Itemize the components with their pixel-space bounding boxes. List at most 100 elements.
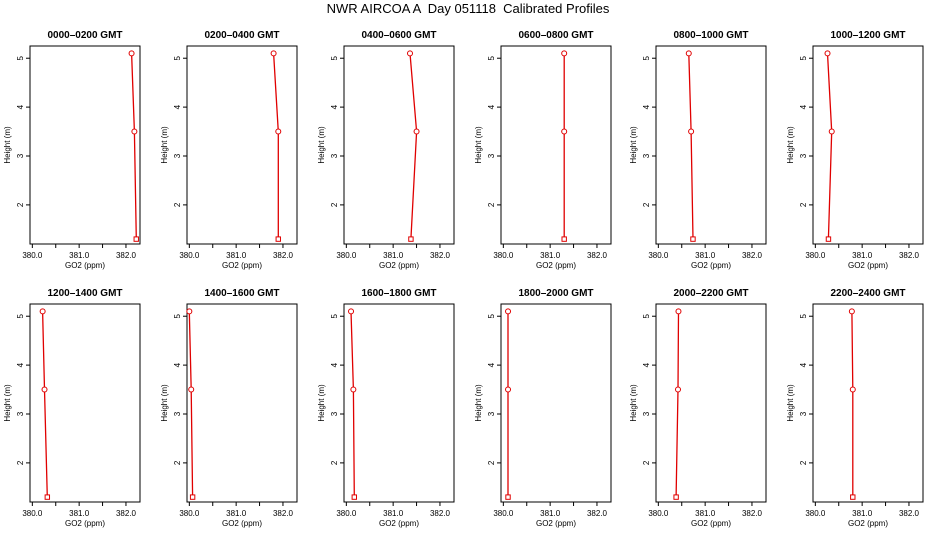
y-tick-label: 5 [173, 55, 182, 60]
data-point [133, 236, 139, 242]
x-tick-label: 381.0 [226, 509, 247, 518]
x-axis-label: GO2 (ppm) [222, 261, 262, 270]
series-line [675, 311, 680, 498]
plot-frame [655, 303, 767, 503]
data-point [685, 50, 692, 57]
y-tick-label: 3 [173, 411, 182, 416]
y-tick-label: 5 [642, 313, 651, 318]
x-tick-label: 380.0 [493, 509, 514, 518]
data-point [350, 386, 357, 393]
y-tick-label: 3 [330, 153, 339, 158]
y-tick-label: 4 [330, 104, 339, 109]
x-tick-label: 381.0 [69, 509, 90, 518]
chart-panel: 0000–0200 GMT 380.0 381.0 382.0 2 3 4 5 GO2 (ppm… [3, 30, 141, 270]
x-tick-label: 381.0 [69, 251, 90, 260]
y-tick-label: 5 [799, 313, 808, 318]
x-axis-label: GO2 (ppm) [65, 261, 105, 270]
x-tick-label: 381.0 [852, 251, 873, 260]
data-point [828, 128, 835, 135]
data-point [688, 128, 695, 135]
plot-frame [812, 303, 924, 503]
panel-title: 0200–0400 GMT [204, 30, 279, 41]
series-line [130, 53, 137, 240]
y-tick-label: 5 [330, 313, 339, 318]
data-point [561, 128, 568, 135]
chart-panel: 1400–1600 GMT 380.0 381.0 382.0 2 3 4 5 GO2 (ppm… [160, 288, 298, 528]
y-axis-label: Height (m) [786, 126, 795, 164]
x-tick-label: 380.0 [493, 251, 514, 260]
series-line [826, 53, 833, 240]
panel-title: 0600–0800 GMT [518, 30, 593, 41]
y-tick-label: 2 [173, 460, 182, 465]
y-axis-label: Height (m) [474, 126, 483, 164]
y-axis-label: Height (m) [629, 126, 638, 164]
data-point [275, 128, 282, 135]
panel-title: 1200–1400 GMT [47, 288, 122, 299]
y-tick-label: 5 [330, 55, 339, 60]
plot-frame [186, 303, 298, 503]
y-tick-label: 5 [16, 55, 25, 60]
x-axis-label: GO2 (ppm) [691, 519, 731, 528]
x-axis-label: GO2 (ppm) [536, 261, 576, 270]
data-point [848, 308, 855, 315]
panel-title: 1000–1200 GMT [830, 30, 905, 41]
chart-panel: 0200–0400 GMT 380.0 381.0 382.0 2 3 4 5 GO2 (ppm… [160, 30, 298, 270]
y-tick-label: 3 [16, 411, 25, 416]
series-line [350, 311, 355, 498]
chart-panel: 2200–2400 GMT 380.0 381.0 382.0 2 3 4 5 GO2 (ppm… [786, 288, 924, 528]
series-line [41, 311, 48, 498]
x-tick-label: 381.0 [383, 251, 404, 260]
chart-panel: 0400–0600 GMT 380.0 381.0 382.0 2 3 4 5 GO2 (ppm… [317, 30, 455, 270]
y-tick-label: 4 [330, 362, 339, 367]
x-tick-label: 381.0 [540, 251, 561, 260]
series-line [851, 311, 854, 498]
data-point [128, 50, 135, 57]
y-tick-label: 2 [487, 202, 496, 207]
data-point [825, 236, 832, 242]
series-line [188, 311, 194, 498]
y-tick-label: 4 [642, 104, 651, 109]
y-axis-label: Height (m) [629, 384, 638, 422]
y-tick-label: 4 [799, 104, 808, 109]
chart-panel: 0600–0800 GMT 380.0 381.0 382.0 2 3 4 5 GO2 (ppm… [474, 30, 612, 270]
y-tick-label: 4 [799, 362, 808, 367]
y-tick-label: 3 [799, 411, 808, 416]
y-tick-label: 4 [487, 362, 496, 367]
y-tick-label: 5 [173, 313, 182, 318]
data-point [505, 494, 511, 500]
x-tick-label: 380.0 [22, 509, 43, 518]
x-tick-label: 381.0 [540, 509, 561, 518]
plot-frame [500, 303, 612, 503]
plot-frame [343, 303, 455, 503]
data-point [850, 494, 856, 500]
y-axis-label: Height (m) [474, 384, 483, 422]
x-tick-label: 382.0 [116, 509, 137, 518]
x-tick-label: 380.0 [805, 251, 826, 260]
y-tick-label: 2 [16, 460, 25, 465]
x-tick-label: 382.0 [273, 509, 294, 518]
x-tick-label: 380.0 [648, 509, 669, 518]
series-line [688, 53, 694, 240]
data-point [275, 236, 281, 242]
panel-title: 2200–2400 GMT [830, 288, 905, 299]
y-tick-label: 2 [642, 460, 651, 465]
y-tick-label: 4 [16, 362, 25, 367]
y-tick-label: 2 [799, 202, 808, 207]
chart-panel: 1600–1800 GMT 380.0 381.0 382.0 2 3 4 5 GO2 (ppm… [317, 288, 455, 528]
y-tick-label: 5 [487, 313, 496, 318]
data-point [41, 386, 48, 393]
chart-panel: 1800–2000 GMT 380.0 381.0 382.0 2 3 4 5 GO2 (ppm… [474, 288, 612, 528]
x-axis-label: GO2 (ppm) [536, 519, 576, 528]
y-axis-label: Height (m) [160, 384, 169, 422]
data-point [348, 308, 355, 315]
y-axis-label: Height (m) [317, 384, 326, 422]
y-tick-label: 4 [487, 104, 496, 109]
plot-frame [655, 45, 767, 245]
x-axis-label: GO2 (ppm) [379, 261, 419, 270]
data-point [561, 50, 568, 57]
y-axis-label: Height (m) [3, 384, 12, 422]
x-tick-label: 382.0 [430, 509, 451, 518]
y-tick-label: 2 [642, 202, 651, 207]
y-tick-label: 2 [173, 202, 182, 207]
x-tick-label: 380.0 [648, 251, 669, 260]
